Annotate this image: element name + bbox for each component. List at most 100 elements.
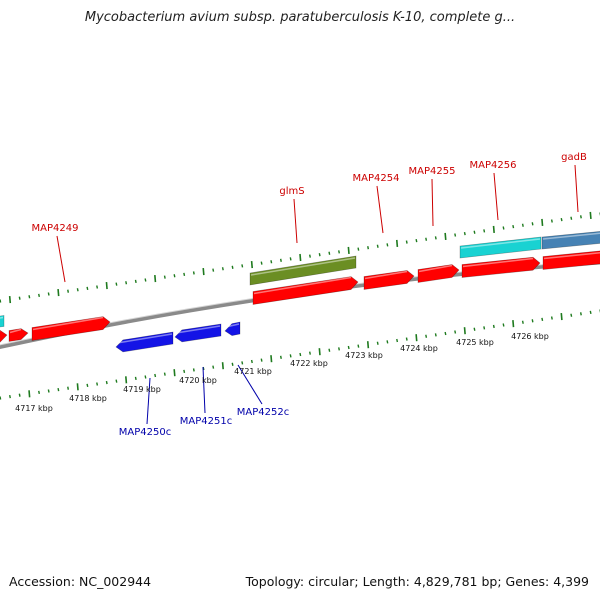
gene-arrow[interactable] <box>461 256 541 278</box>
minus-tick-mark <box>347 345 350 350</box>
gene-arrow[interactable] <box>0 329 8 343</box>
minus-tick-mark <box>38 390 40 395</box>
plus-tick-mark <box>357 247 360 251</box>
minus-tick-mark <box>212 365 215 369</box>
minus-tick-mark <box>67 386 70 390</box>
gene-arrow[interactable] <box>115 331 174 353</box>
minus-tick-mark <box>589 310 592 315</box>
plus-tick-mark <box>589 211 592 219</box>
plus-tick-mark <box>231 265 234 269</box>
minus-tick-mark <box>570 313 573 317</box>
gene-arrow[interactable] <box>224 321 241 336</box>
gene-arrow-highlight <box>32 316 104 331</box>
minus-tick-mark <box>47 389 50 393</box>
plus-tick-mark <box>308 254 311 258</box>
minus-tick-mark <box>396 338 399 343</box>
minus-tick-mark <box>0 396 2 400</box>
plus-tick-mark <box>96 285 99 289</box>
minus-tick-mark <box>454 330 457 334</box>
minus-tick-mark <box>115 379 118 383</box>
minus-tick-mark <box>366 341 370 349</box>
gene-arrow[interactable] <box>252 276 359 305</box>
minus-tick-mark <box>270 355 273 363</box>
gene-label-plus[interactable]: gadB <box>561 152 587 163</box>
gene-arrow[interactable] <box>0 315 5 328</box>
minus-tick-mark <box>173 369 176 377</box>
gene-arrow[interactable] <box>8 328 29 342</box>
gene-arrow[interactable] <box>249 255 357 286</box>
minus-tick-mark <box>405 337 408 341</box>
plus-tick-mark <box>154 274 157 283</box>
genome-summary-text: Topology: circular; Length: 4,829,781 bp… <box>245 574 589 589</box>
plus-tick-mark <box>18 296 21 300</box>
gene-features[interactable] <box>0 231 600 353</box>
minus-tick-mark <box>579 312 582 316</box>
plus-leader-line <box>574 164 579 213</box>
plus-tick-mark <box>521 223 524 227</box>
minus-tick-mark <box>434 333 437 337</box>
plus-tick-mark <box>47 292 50 296</box>
minus-tick-mark <box>105 380 108 385</box>
gene-arrow[interactable] <box>541 231 600 250</box>
gene-label-plus[interactable]: MAP4249 <box>32 223 79 234</box>
plus-leader-line <box>293 198 298 244</box>
gene-arrow[interactable] <box>174 323 222 343</box>
plus-tick-mark <box>173 274 176 278</box>
gene-arrow-highlight <box>225 323 240 328</box>
gene-label-minus[interactable]: MAP4250c <box>119 427 171 438</box>
gene-arrow[interactable] <box>542 250 600 270</box>
plus-tick-mark <box>115 282 118 286</box>
minus-tick-mark <box>144 375 147 379</box>
gene-label-plus[interactable]: MAP4255 <box>409 166 456 177</box>
kbp-tick-label: 4724 kbp <box>400 344 438 353</box>
plus-tick-mark <box>125 281 128 285</box>
gene-arrow[interactable] <box>31 316 111 341</box>
minus-tick-mark <box>299 352 302 357</box>
plus-tick-mark <box>512 224 515 229</box>
minus-tick-mark <box>192 368 195 372</box>
gene-label-plus[interactable]: MAP4256 <box>470 160 517 171</box>
minus-tick-mark <box>463 327 466 335</box>
gene-label-plus[interactable]: glmS <box>279 186 304 197</box>
gene-arrow-highlight <box>462 257 534 268</box>
plus-tick-mark <box>483 229 486 233</box>
minus-tick-mark <box>241 361 244 365</box>
plus-tick-mark <box>560 217 563 222</box>
gene-arrow-highlight <box>116 333 173 344</box>
plus-tick-mark <box>550 219 553 223</box>
gene-label-minus[interactable]: MAP4251c <box>180 416 232 427</box>
plus-tick-mark <box>299 253 302 262</box>
gene-arrow-highlight <box>250 257 356 276</box>
plus-tick-mark <box>579 215 582 219</box>
plus-tick-mark <box>144 278 147 282</box>
minus-strand-ticks <box>0 309 600 400</box>
minus-tick-mark <box>318 348 321 356</box>
gene-label-minus[interactable]: MAP4252c <box>237 407 289 418</box>
gene-arrow[interactable] <box>363 270 415 290</box>
plus-tick-mark <box>202 267 205 276</box>
map-title: Mycobacterium avium subsp. paratuberculo… <box>84 10 516 25</box>
gene-labels[interactable]: MAP4249 glmS MAP4254 MAP4255 MAP4256 gadB MAP4… <box>32 152 587 438</box>
plus-tick-mark <box>531 222 534 226</box>
minus-tick-mark <box>28 390 31 398</box>
plus-tick-mark <box>8 296 12 304</box>
plus-leader-line <box>493 172 499 221</box>
plus-tick-mark <box>444 232 447 241</box>
plus-tick-mark <box>163 275 166 279</box>
kbp-tick-labels: 4717 kbp 4718 kbp 4719 kbp 4720 kbp 4721 kbp… <box>15 332 549 413</box>
gene-arrow[interactable] <box>417 264 460 283</box>
gene-arrow[interactable] <box>459 236 542 259</box>
minus-tick-mark <box>492 324 495 329</box>
gene-arrow-highlight <box>0 316 4 319</box>
minus-tick-mark <box>541 317 544 322</box>
plus-tick-mark <box>395 239 399 248</box>
gene-label-plus[interactable]: MAP4254 <box>353 173 400 184</box>
plus-tick-mark <box>134 279 137 283</box>
plus-tick-mark <box>502 226 505 230</box>
plus-tick-mark <box>183 272 186 276</box>
minus-tick-mark <box>531 319 534 323</box>
minus-tick-mark <box>231 362 234 366</box>
plus-leader-line <box>56 235 66 283</box>
gene-arrow-highlight <box>542 232 600 240</box>
